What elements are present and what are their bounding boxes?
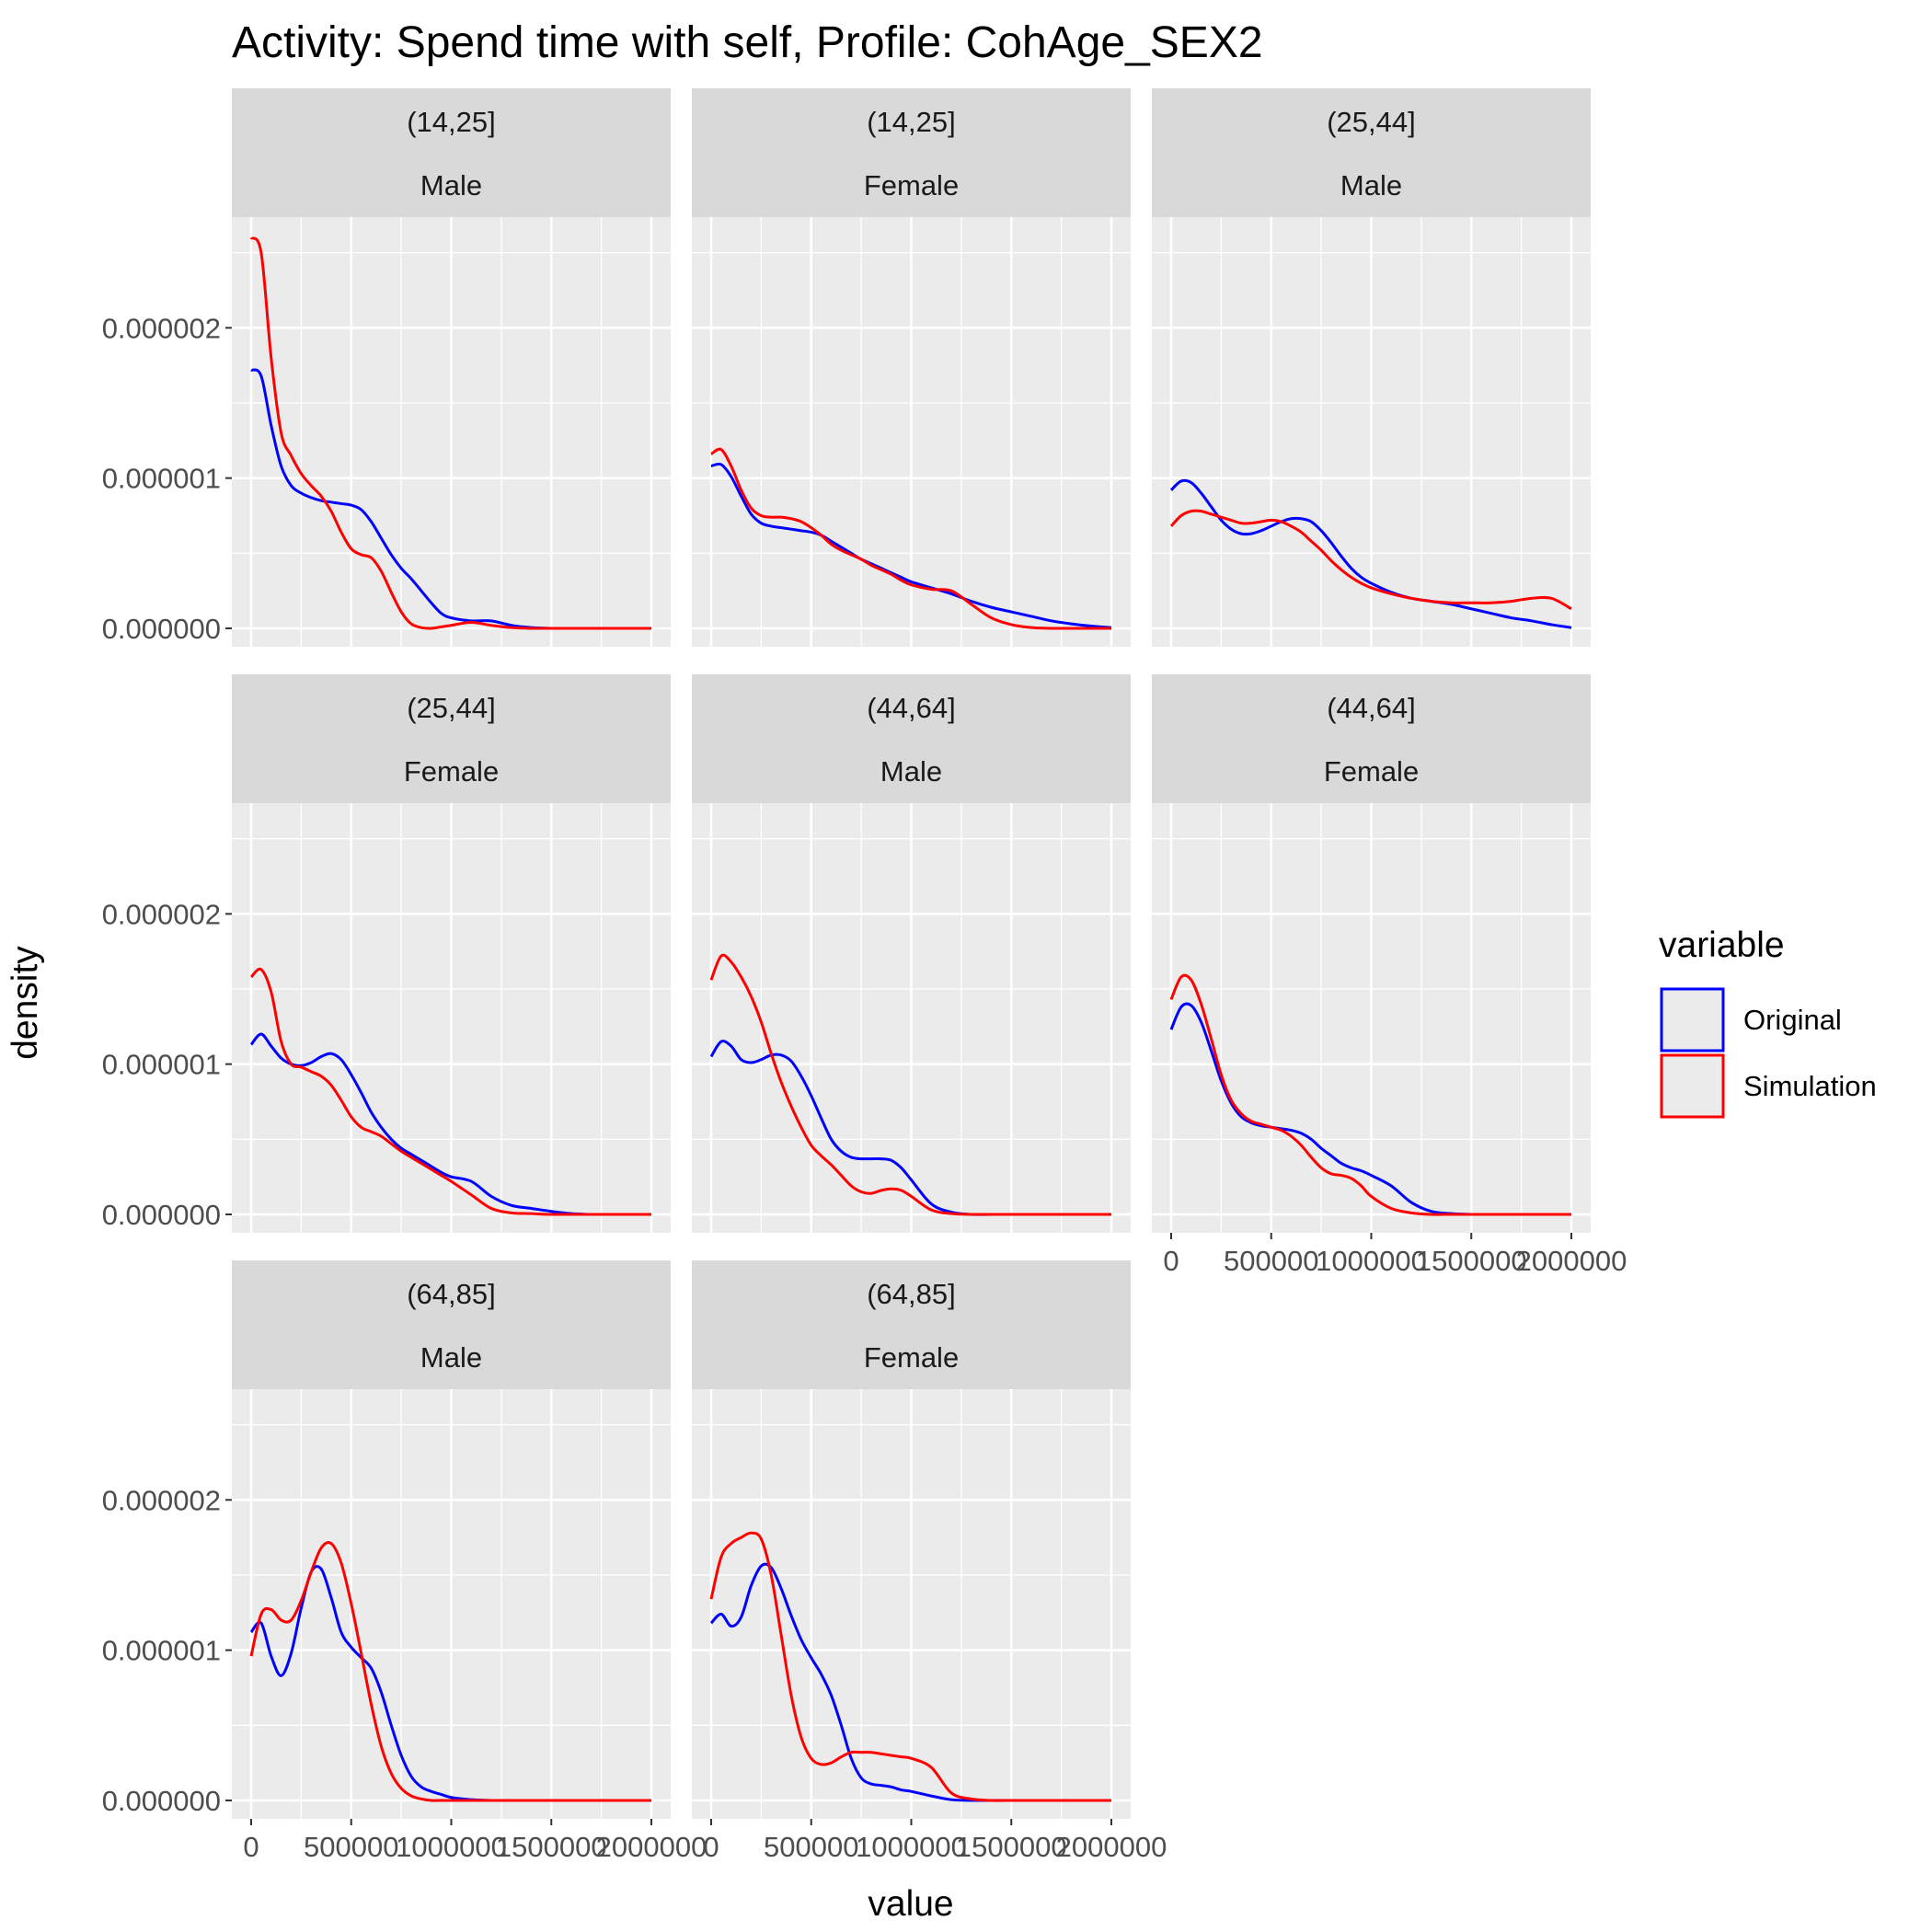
strip-age bbox=[692, 674, 1131, 739]
y-tick-label: 0.000002 bbox=[102, 1484, 221, 1516]
facet-panel: (64,85] Female 0 50000010000001500000200000… bbox=[692, 1260, 1167, 1863]
strip-label-age: (14,25] bbox=[407, 106, 496, 138]
strip-sex bbox=[232, 153, 671, 217]
strip-label-age: (14,25] bbox=[867, 106, 956, 138]
series-line-simulation bbox=[1169, 509, 1572, 611]
facet-panel: (14,25] Female bbox=[692, 88, 1131, 647]
strip-sex bbox=[692, 1325, 1131, 1389]
y-tick-label: 0.000001 bbox=[102, 1049, 221, 1081]
series-line-simulation bbox=[709, 1531, 1111, 1802]
x-tick-label: 2000000 bbox=[1516, 1245, 1627, 1277]
legend-label-simulation: Simulation bbox=[1743, 1070, 1877, 1102]
facet-panel: (44,64] Male bbox=[692, 674, 1131, 1233]
strip-age bbox=[692, 88, 1131, 153]
series-line-simulation bbox=[1169, 973, 1571, 1216]
x-tick-label: 0 bbox=[243, 1831, 259, 1863]
x-tick-label: 0 bbox=[1163, 1245, 1179, 1277]
facet-panels: (14,25]Male0.0000000.0000010.000002(14,2… bbox=[102, 88, 1627, 1863]
strip-age bbox=[1152, 88, 1591, 153]
legend-key-original bbox=[1660, 987, 1725, 1052]
y-axis-title: density bbox=[6, 946, 45, 1060]
strip-label-age: (44,64] bbox=[867, 692, 956, 724]
x-tick-label: 1500000 bbox=[1416, 1245, 1527, 1277]
series-line-simulation bbox=[709, 953, 1111, 1216]
strip-label-sex: Male bbox=[420, 169, 482, 201]
y-tick-label: 0.000001 bbox=[102, 1635, 221, 1667]
strip-label-age: (25,44] bbox=[407, 692, 496, 724]
x-tick-label: 500000 bbox=[764, 1831, 858, 1863]
strip-age bbox=[232, 674, 671, 739]
x-tick-label: 1000000 bbox=[856, 1831, 967, 1863]
strip-label-age: (44,64] bbox=[1327, 692, 1416, 724]
x-axis-title: value bbox=[868, 1884, 953, 1924]
x-tick-label: 500000 bbox=[1224, 1245, 1318, 1277]
series-line-simulation bbox=[249, 967, 651, 1216]
series-line-original bbox=[249, 1032, 651, 1216]
x-tick-label: 1500000 bbox=[956, 1831, 1067, 1863]
x-tick-label: 1000000 bbox=[1316, 1245, 1427, 1277]
series-line-simulation bbox=[249, 236, 651, 630]
strip-sex bbox=[692, 739, 1131, 803]
x-tick-label: 2000000 bbox=[596, 1831, 707, 1863]
series-line-simulation bbox=[710, 447, 1111, 630]
facet-panel: (25,44] Male bbox=[1152, 88, 1591, 647]
strip-age bbox=[232, 1260, 671, 1325]
strip-sex bbox=[1152, 153, 1591, 217]
y-tick-label: 0.000001 bbox=[102, 463, 221, 495]
strip-label-age: (64,85] bbox=[867, 1278, 956, 1310]
series-line-original bbox=[1169, 478, 1572, 629]
strip-label-sex: Female bbox=[864, 169, 959, 201]
legend-key-simulation bbox=[1660, 1053, 1725, 1119]
strip-sex bbox=[232, 1325, 671, 1389]
x-tick-label: 500000 bbox=[304, 1831, 398, 1863]
y-tick-label: 0.000002 bbox=[102, 312, 221, 344]
strip-label-sex: Female bbox=[1324, 755, 1419, 788]
y-tick-label: 0.000000 bbox=[102, 1199, 221, 1231]
x-tick-label: 1000000 bbox=[396, 1831, 507, 1863]
y-tick-label: 0.000000 bbox=[102, 613, 221, 645]
x-tick-label: 1500000 bbox=[496, 1831, 607, 1863]
facet-panel: (64,85] Male 0.000000 0.000001 0.000002 0 5000… bbox=[102, 1260, 707, 1863]
facet-panel: (14,25] Male 0.000000 0.000001 0.000002 bbox=[102, 88, 671, 647]
legend: variable Original Simulation bbox=[1659, 926, 1877, 1119]
strip-sex bbox=[1152, 739, 1591, 803]
strip-sex bbox=[232, 739, 671, 803]
strip-label-sex: Male bbox=[1340, 169, 1402, 201]
strip-label-sex: Female bbox=[404, 755, 499, 788]
strip-label-sex: Male bbox=[420, 1341, 482, 1374]
strip-label-sex: Male bbox=[880, 755, 942, 788]
series-line-simulation bbox=[249, 1541, 651, 1802]
strip-age bbox=[692, 1260, 1131, 1325]
legend-label-original: Original bbox=[1743, 1004, 1842, 1036]
strip-age bbox=[232, 88, 671, 153]
strip-age bbox=[1152, 674, 1591, 739]
y-tick-label: 0.000002 bbox=[102, 898, 221, 930]
strip-label-sex: Female bbox=[864, 1341, 959, 1374]
strip-label-age: (64,85] bbox=[407, 1278, 496, 1310]
legend-title: variable bbox=[1659, 926, 1785, 965]
x-tick-label: 2000000 bbox=[1056, 1831, 1167, 1863]
facet-panel: (25,44] Female 0.000000 0.000001 0.000002 bbox=[102, 674, 671, 1233]
y-tick-label: 0.000000 bbox=[102, 1785, 221, 1817]
facet-panel: (44,64] Female 0 50000010000001500000200000… bbox=[1152, 674, 1627, 1277]
strip-sex bbox=[692, 153, 1131, 217]
x-tick-label: 0 bbox=[703, 1831, 719, 1863]
chart-title: Activity: Spend time with self, Profile:… bbox=[232, 18, 1263, 67]
strip-label-age: (25,44] bbox=[1327, 106, 1416, 138]
